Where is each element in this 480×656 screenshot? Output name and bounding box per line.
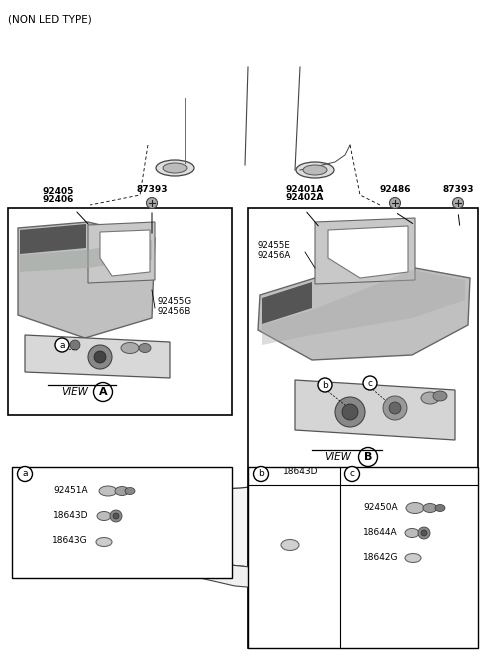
Text: 92406: 92406 [42, 195, 74, 204]
Text: 92451A: 92451A [53, 486, 88, 495]
Text: A: A [99, 387, 108, 397]
Polygon shape [198, 556, 208, 564]
FancyBboxPatch shape [8, 208, 232, 415]
Text: 87393: 87393 [442, 185, 474, 194]
Ellipse shape [125, 487, 135, 495]
Text: 92486: 92486 [379, 185, 411, 194]
Text: 92450A: 92450A [363, 503, 398, 512]
Circle shape [110, 510, 122, 522]
Polygon shape [160, 548, 350, 589]
Circle shape [418, 527, 430, 539]
Text: 18643D: 18643D [52, 511, 88, 520]
Text: (NON LED TYPE): (NON LED TYPE) [8, 14, 92, 24]
Polygon shape [130, 484, 360, 576]
Text: 92456A: 92456A [258, 251, 291, 260]
Ellipse shape [96, 537, 112, 546]
Text: 92456B: 92456B [158, 307, 192, 316]
Circle shape [318, 378, 332, 392]
Ellipse shape [163, 163, 187, 173]
Text: 92405: 92405 [42, 187, 74, 196]
Text: a: a [59, 340, 65, 350]
Ellipse shape [115, 487, 129, 495]
FancyBboxPatch shape [248, 467, 478, 648]
Ellipse shape [121, 342, 139, 354]
Text: VIEW: VIEW [61, 387, 88, 397]
Ellipse shape [423, 504, 437, 512]
Text: 92401A: 92401A [286, 185, 324, 194]
Ellipse shape [405, 529, 419, 537]
Ellipse shape [97, 512, 111, 520]
Text: c: c [368, 379, 372, 388]
Circle shape [453, 197, 464, 209]
Polygon shape [88, 222, 155, 283]
Polygon shape [20, 224, 86, 254]
Circle shape [94, 351, 106, 363]
Text: b: b [258, 470, 264, 478]
Polygon shape [100, 230, 150, 276]
Circle shape [55, 338, 69, 352]
FancyBboxPatch shape [248, 208, 478, 648]
Circle shape [389, 197, 400, 209]
Polygon shape [345, 508, 358, 536]
Ellipse shape [156, 160, 194, 176]
Text: 92455G: 92455G [158, 297, 192, 306]
Ellipse shape [303, 165, 327, 175]
Text: b: b [322, 380, 328, 390]
Text: VIEW: VIEW [324, 452, 351, 462]
Circle shape [345, 466, 360, 482]
Circle shape [359, 447, 377, 466]
Ellipse shape [405, 554, 421, 562]
Ellipse shape [281, 539, 299, 550]
Text: 18643D: 18643D [283, 467, 319, 476]
Polygon shape [328, 226, 408, 278]
Circle shape [94, 382, 112, 401]
Text: 18643G: 18643G [52, 536, 88, 545]
Polygon shape [295, 380, 455, 440]
Circle shape [335, 397, 365, 427]
Text: B: B [364, 452, 372, 462]
Text: 87393: 87393 [136, 185, 168, 194]
Circle shape [253, 466, 268, 482]
Polygon shape [130, 498, 142, 528]
Circle shape [146, 197, 157, 209]
Circle shape [88, 345, 112, 369]
Circle shape [113, 513, 119, 519]
Circle shape [342, 404, 358, 420]
Circle shape [421, 530, 427, 536]
Text: 18642G: 18642G [362, 553, 398, 562]
Polygon shape [315, 218, 415, 284]
Ellipse shape [296, 162, 334, 178]
Ellipse shape [99, 486, 117, 496]
Text: 92402A: 92402A [286, 193, 324, 202]
Polygon shape [18, 222, 155, 338]
FancyBboxPatch shape [12, 467, 232, 578]
Text: 18644A: 18644A [363, 528, 398, 537]
Polygon shape [20, 240, 152, 272]
Circle shape [389, 402, 401, 414]
Ellipse shape [139, 344, 151, 352]
Circle shape [17, 466, 33, 482]
Circle shape [383, 396, 407, 420]
Text: 92455E: 92455E [258, 241, 291, 250]
Ellipse shape [406, 502, 424, 514]
Polygon shape [262, 282, 312, 324]
Text: c: c [349, 470, 355, 478]
Polygon shape [262, 270, 465, 345]
Ellipse shape [433, 391, 447, 401]
Polygon shape [300, 566, 340, 589]
Ellipse shape [421, 392, 439, 404]
Polygon shape [258, 268, 470, 360]
Ellipse shape [435, 504, 445, 512]
Circle shape [363, 376, 377, 390]
Text: a: a [22, 470, 28, 478]
Polygon shape [25, 335, 170, 378]
Circle shape [70, 340, 80, 350]
